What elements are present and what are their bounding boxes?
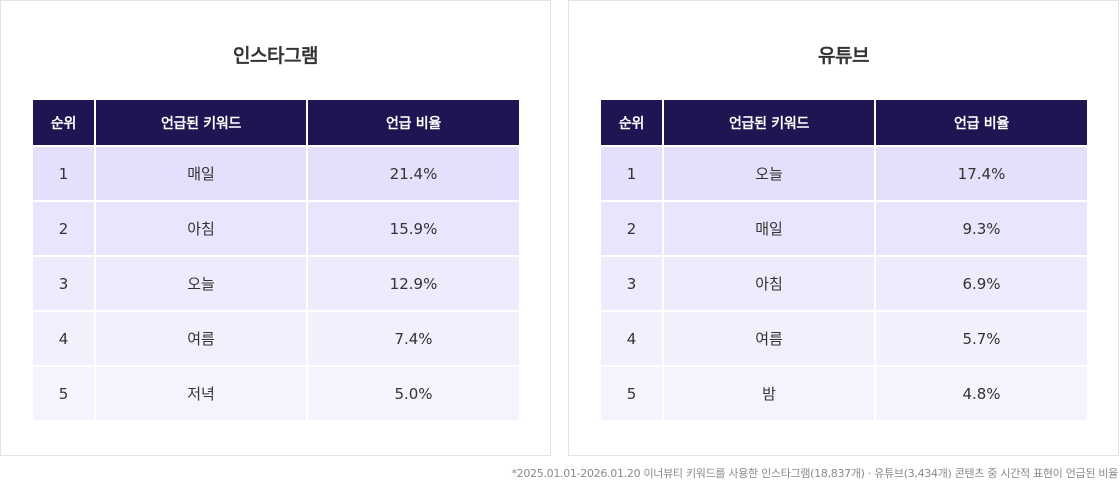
keyword-cell: 밤 <box>662 365 875 420</box>
ratio-cell: 4.8% <box>874 365 1087 420</box>
table-row: 5 저녁 5.0% <box>33 365 519 420</box>
table-row: 1 오늘 17.4% <box>601 145 1087 201</box>
keyword-cell: 아침 <box>94 200 307 256</box>
youtube-panel: 유튜브 순위 언급된 키워드 언급 비율 1 오늘 17.4% 2 매일 9.3… <box>568 0 1119 456</box>
source-footnote: *2025.01.01-2026.01.20 이너뷰티 키워드를 사용한 인스타… <box>511 467 1118 480</box>
keyword-cell: 여름 <box>94 310 307 366</box>
panel-title: 유튜브 <box>818 45 869 67</box>
table-row: 5 밤 4.8% <box>601 365 1087 420</box>
column-header-keyword: 언급된 키워드 <box>94 100 307 146</box>
table-row: 4 여름 5.7% <box>601 310 1087 366</box>
rank-cell: 4 <box>33 310 95 366</box>
keyword-cell: 매일 <box>662 200 875 256</box>
table-row: 4 여름 7.4% <box>33 310 519 366</box>
column-header-keyword: 언급된 키워드 <box>662 100 875 146</box>
keyword-cell: 오늘 <box>94 255 307 311</box>
ratio-cell: 12.9% <box>306 255 519 311</box>
table-row: 1 매일 21.4% <box>33 145 519 201</box>
keyword-cell: 저녁 <box>94 365 307 420</box>
rank-cell: 4 <box>601 310 663 366</box>
column-header-rank: 순위 <box>33 100 95 146</box>
keyword-cell: 오늘 <box>662 145 875 201</box>
keyword-cell: 아침 <box>662 255 875 311</box>
ratio-cell: 9.3% <box>874 200 1087 256</box>
keyword-cell: 매일 <box>94 145 307 201</box>
table-row: 2 매일 9.3% <box>601 200 1087 256</box>
panel-title: 인스타그램 <box>233 45 318 67</box>
column-header-ratio: 언급 비율 <box>306 100 519 146</box>
table-row: 3 오늘 12.9% <box>33 255 519 311</box>
ratio-cell: 17.4% <box>874 145 1087 201</box>
rank-cell: 1 <box>601 145 663 201</box>
instagram-panel: 인스타그램 순위 언급된 키워드 언급 비율 1 매일 21.4% 2 아침 1… <box>0 0 551 456</box>
ranking-table: 순위 언급된 키워드 언급 비율 1 매일 21.4% 2 아침 15.9% 3… <box>33 100 519 420</box>
rank-cell: 2 <box>33 200 95 256</box>
rank-cell: 2 <box>601 200 663 256</box>
keyword-cell: 여름 <box>662 310 875 366</box>
ratio-cell: 7.4% <box>306 310 519 366</box>
rank-cell: 1 <box>33 145 95 201</box>
ratio-cell: 5.0% <box>306 365 519 420</box>
table-row: 2 아침 15.9% <box>33 200 519 256</box>
table-row: 3 아침 6.9% <box>601 255 1087 311</box>
table-header-row: 순위 언급된 키워드 언급 비율 <box>33 100 519 146</box>
rank-cell: 5 <box>33 365 95 420</box>
ratio-cell: 6.9% <box>874 255 1087 311</box>
ratio-cell: 15.9% <box>306 200 519 256</box>
column-header-rank: 순위 <box>601 100 663 146</box>
rank-cell: 3 <box>601 255 663 311</box>
table-header-row: 순위 언급된 키워드 언급 비율 <box>601 100 1087 146</box>
ratio-cell: 21.4% <box>306 145 519 201</box>
ratio-cell: 5.7% <box>874 310 1087 366</box>
rank-cell: 3 <box>33 255 95 311</box>
ranking-table: 순위 언급된 키워드 언급 비율 1 오늘 17.4% 2 매일 9.3% 3 … <box>601 100 1087 420</box>
column-header-ratio: 언급 비율 <box>874 100 1087 146</box>
rank-cell: 5 <box>601 365 663 420</box>
